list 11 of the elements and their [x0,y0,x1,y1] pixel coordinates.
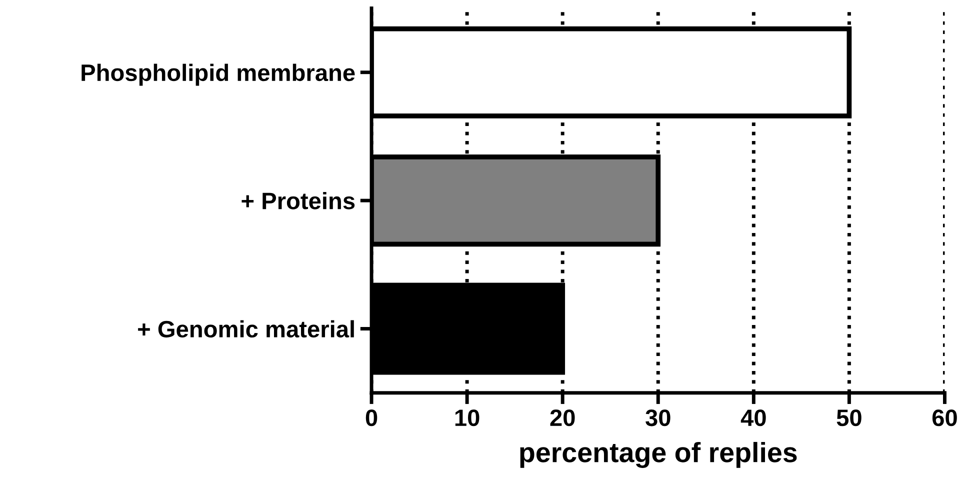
x-tick-label: 60 [932,409,957,426]
x-tick-label: 10 [455,409,480,426]
x-axis-title: percentage of replies [520,442,797,468]
x-tick-label: 50 [836,409,862,426]
x-tick-label: 0 [366,409,378,426]
y-tick-label: + Genomic material [138,320,354,338]
y-tick-label: + Proteins [242,192,355,210]
x-tick-label: 20 [550,409,575,426]
y-tick-label: Phospholipid membrane [82,64,355,86]
x-tick-label: 30 [646,409,670,426]
x-tick-label: 40 [740,409,766,426]
